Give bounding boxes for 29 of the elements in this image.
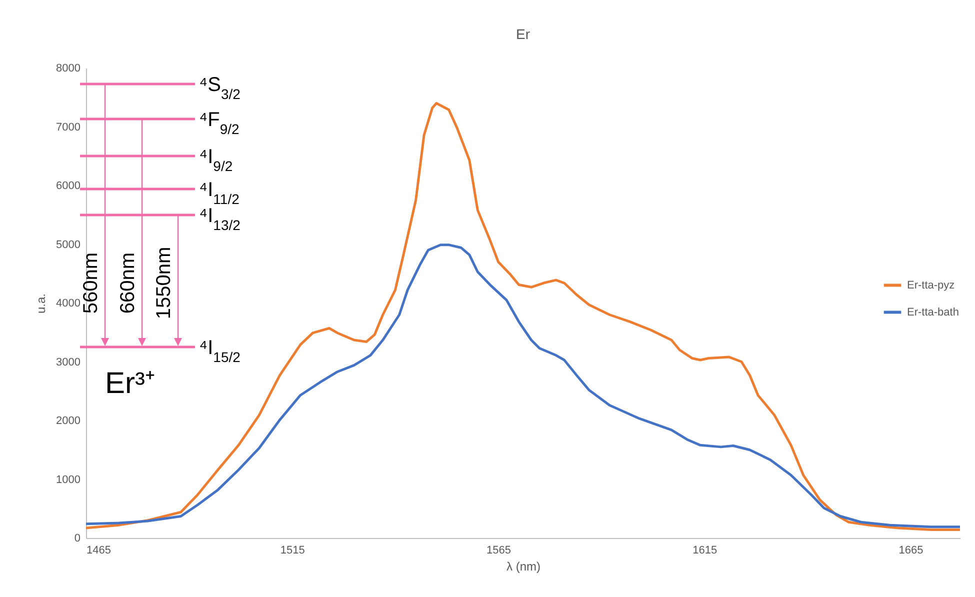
- y-tick-label: 7000: [56, 121, 80, 134]
- y-tick-label: 4000: [56, 298, 80, 310]
- chart-title: Er: [516, 26, 530, 42]
- y-tick-label: 6000: [56, 180, 80, 192]
- annotation: Er³⁺: [105, 367, 155, 400]
- annotation: ⁴I$_{11/2}$: [199, 179, 240, 207]
- y-axis-title: u.a.: [34, 293, 48, 314]
- annotation: 660nm: [117, 252, 139, 314]
- annotation: ⁴I$_{13/2}$: [199, 205, 241, 233]
- x-tick-label: 1615: [692, 544, 718, 556]
- y-tick-label: 2000: [56, 415, 80, 427]
- y-tick-label: 1000: [56, 474, 80, 486]
- x-tick-label: 1565: [486, 544, 512, 556]
- x-tick-label: 1515: [280, 544, 305, 556]
- annotation: ⁴F$_{9/2}$: [199, 109, 240, 137]
- annotation: 560nm: [80, 252, 102, 314]
- x-axis-title: λ (nm): [506, 560, 540, 574]
- y-tick-label: 0: [74, 532, 80, 544]
- legend-label: Er-tta-pyz: [907, 279, 955, 292]
- legend-label: Er-tta-bath: [907, 306, 959, 318]
- annotation: ⁴S$_{3/2}$: [199, 74, 241, 102]
- y-tick-label: 5000: [56, 238, 80, 251]
- x-tick-label: 1465: [86, 544, 111, 556]
- annotation: 1550nm: [153, 246, 175, 320]
- x-tick-label: 1665: [898, 544, 924, 556]
- y-tick-label: 3000: [56, 356, 80, 368]
- y-tick-label: 8000: [56, 62, 80, 74]
- annotation: ⁴I$_{9/2}$: [199, 146, 233, 174]
- annotation: ⁴I$_{15/2}$: [199, 337, 241, 365]
